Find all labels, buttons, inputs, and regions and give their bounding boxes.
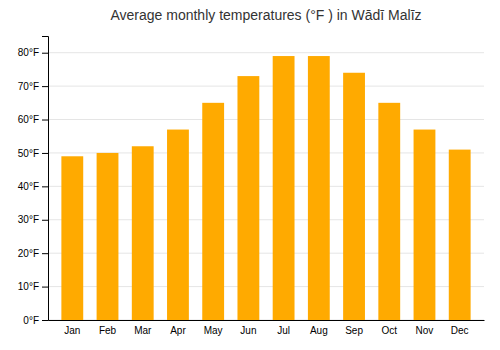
y-tick-mark	[42, 320, 48, 321]
bar	[132, 146, 154, 320]
x-tick-label: Sep	[345, 325, 363, 336]
x-tick: Jul	[277, 325, 290, 336]
x-tick-label: Dec	[451, 325, 469, 336]
y-tick: 40°F	[18, 181, 48, 192]
y-tick-label: 0°F	[23, 315, 39, 326]
y-tick-mark	[42, 186, 48, 187]
y-tick-mark	[42, 287, 48, 288]
x-tick-label: Jun	[240, 325, 256, 336]
x-tick-label: Feb	[99, 325, 117, 336]
x-tick: Oct	[381, 325, 397, 336]
y-tick: 80°F	[18, 47, 48, 58]
y-tick-label: 70°F	[18, 81, 39, 92]
bar	[237, 76, 259, 320]
bar	[343, 73, 365, 320]
bar	[97, 153, 119, 320]
x-axis: Jan Feb Mar Apr May Jun Jul Aug Sep Oct Nov Dec	[49, 321, 485, 337]
bar	[202, 103, 224, 320]
y-tick-mark	[42, 220, 48, 221]
x-tick: Dec	[451, 325, 469, 336]
x-tick: Sep	[345, 325, 363, 336]
bar	[167, 130, 189, 320]
chart-svg: 0°F 10°F 20°F 30°F 40°F 50°F 60°F 70°F 80°F Jan Fe…	[0, 0, 500, 350]
y-tick-label: 10°F	[18, 281, 39, 292]
y-tick: 30°F	[18, 214, 48, 225]
x-tick-label: Apr	[170, 325, 186, 336]
y-tick-label: 60°F	[18, 114, 39, 125]
y-axis: 0°F 10°F 20°F 30°F 40°F 50°F 60°F 70°F 80°F	[18, 37, 49, 326]
grid-line	[48, 52, 484, 53]
x-tick: Mar	[134, 325, 152, 336]
y-tick: 0°F	[23, 315, 48, 326]
bar	[414, 130, 436, 320]
x-tick: Aug	[310, 325, 328, 336]
y-axis-line	[42, 37, 49, 321]
y-tick-label: 40°F	[18, 181, 39, 192]
x-axis-line	[49, 320, 485, 321]
bar	[273, 56, 295, 320]
x-tick-label: Nov	[416, 325, 434, 336]
y-tick-mark	[42, 120, 48, 121]
chart-container: 0°F 10°F 20°F 30°F 40°F 50°F 60°F 70°F 80°F Jan Fe…	[0, 0, 500, 350]
x-tick: Nov	[416, 325, 434, 336]
grid-line	[48, 86, 484, 87]
x-tick: Feb	[99, 325, 117, 336]
x-tick-label: May	[204, 325, 223, 336]
title: Average monthly temperatures (°F ) in Wā…	[110, 7, 421, 23]
y-tick: 10°F	[18, 281, 48, 292]
x-tick-label: Jan	[64, 325, 80, 336]
x-tick: May	[204, 325, 223, 336]
y-tick-mark	[42, 253, 48, 254]
y-tick-label: 50°F	[18, 148, 39, 159]
x-tick: Jun	[240, 325, 256, 336]
x-tick: Apr	[170, 325, 186, 336]
bar	[308, 56, 330, 320]
x-tick-label: Oct	[381, 325, 397, 336]
y-tick: 50°F	[18, 148, 48, 159]
x-tick-label: Jul	[277, 325, 290, 336]
y-tick-label: 20°F	[18, 248, 39, 259]
x-tick-label: Mar	[134, 325, 152, 336]
y-tick-mark	[42, 53, 48, 54]
y-tick: 70°F	[18, 81, 48, 92]
y-tick-label: 80°F	[18, 47, 39, 58]
grid	[48, 53, 484, 320]
y-tick-label: 30°F	[18, 214, 39, 225]
y-tick: 20°F	[18, 248, 48, 259]
bar	[378, 103, 400, 320]
grid-line	[48, 119, 484, 120]
y-tick-mark	[42, 153, 48, 154]
bar	[61, 156, 83, 320]
y-tick-mark	[42, 86, 48, 87]
x-tick-label: Aug	[310, 325, 328, 336]
y-tick: 60°F	[18, 114, 48, 125]
bars	[61, 56, 470, 320]
bar	[449, 150, 471, 320]
x-tick: Jan	[64, 325, 80, 336]
